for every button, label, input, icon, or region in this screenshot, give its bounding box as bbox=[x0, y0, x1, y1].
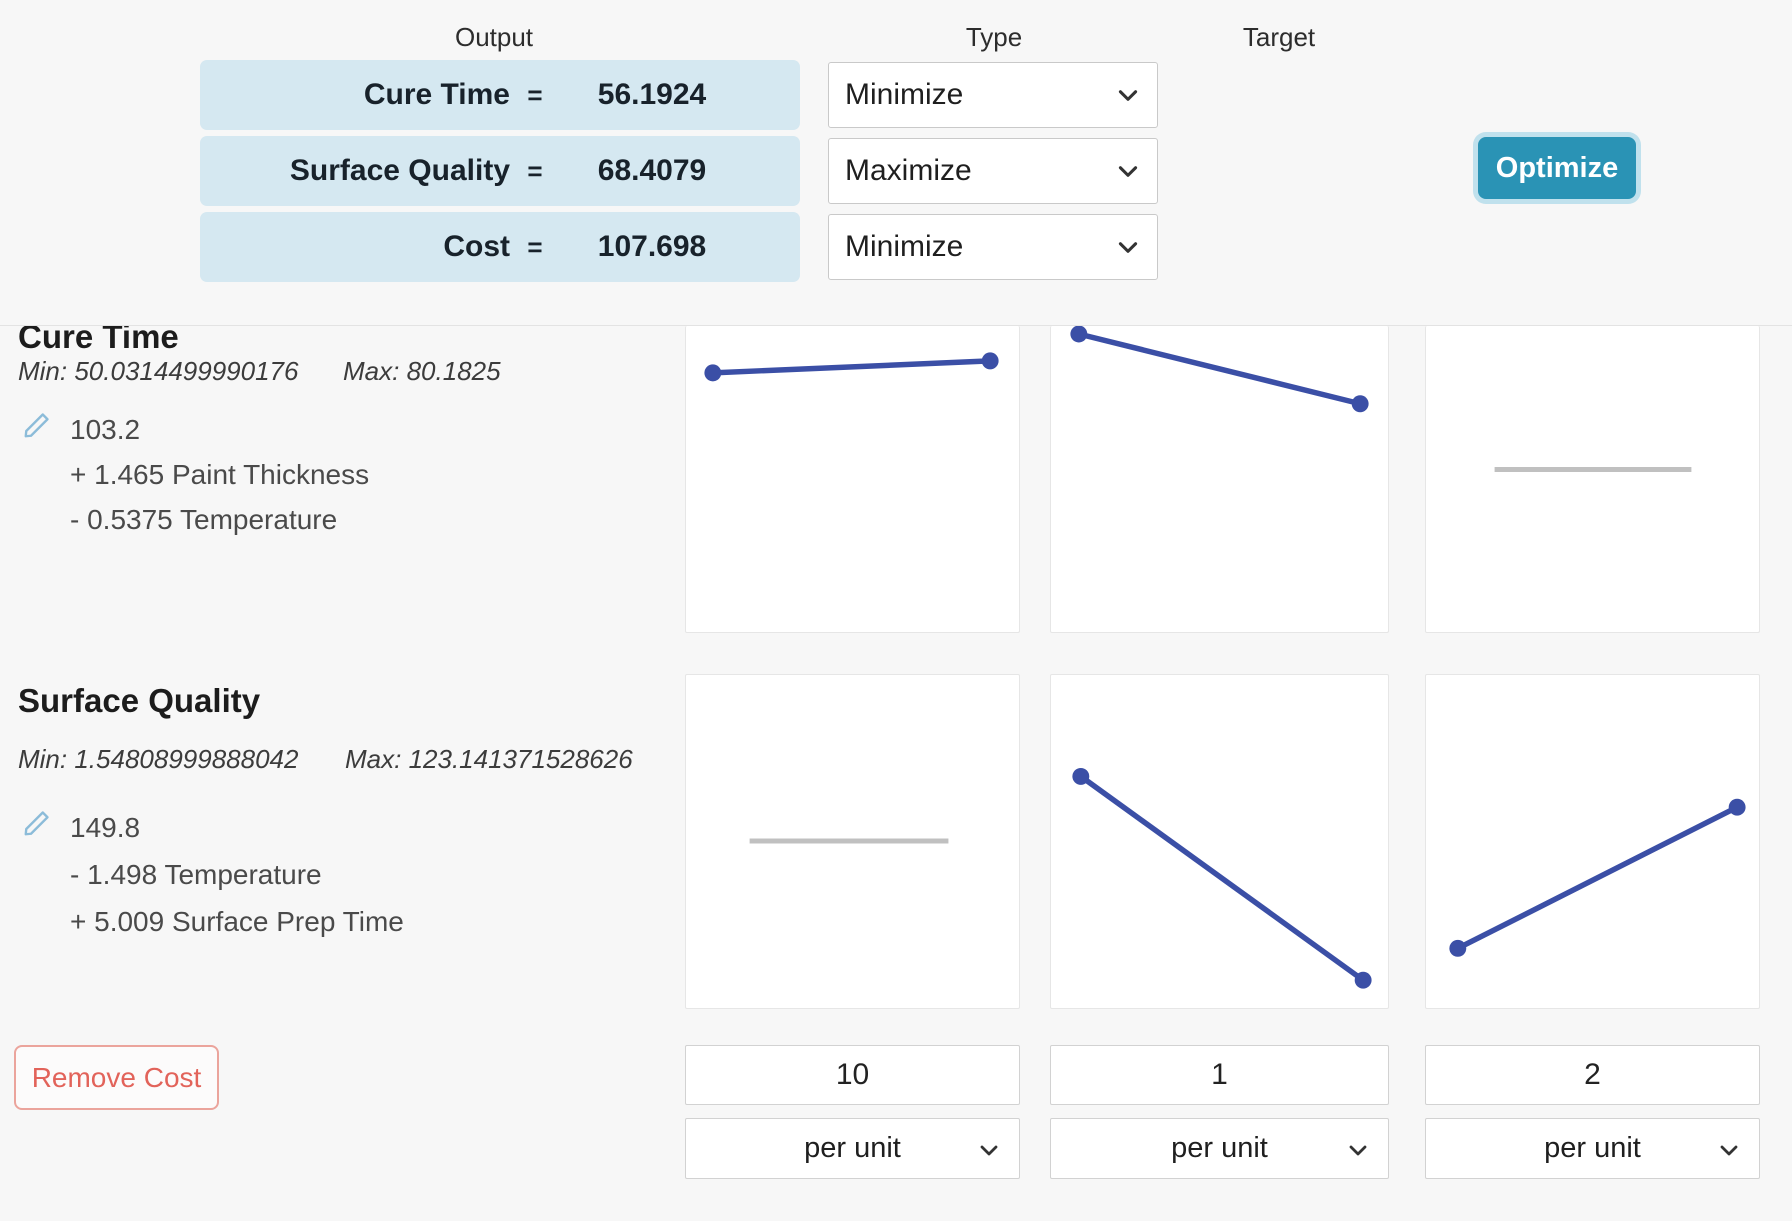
type-select-value: Minimize bbox=[845, 230, 964, 263]
type-select-value: Maximize bbox=[845, 154, 972, 187]
output-row-cure-time: Cure Time = 56.1924 bbox=[200, 60, 800, 130]
output-name: Cure Time bbox=[363, 78, 510, 111]
min-label: Min: 50.0314499990176 bbox=[18, 356, 299, 386]
remove-cost-button[interactable]: Remove Cost bbox=[14, 1045, 219, 1110]
equation-line: - 1.498 Temperature bbox=[70, 859, 322, 890]
equation-line: + 5.009 Surface Prep Time bbox=[70, 906, 404, 937]
cost-unit-select-temperature[interactable]: per unit bbox=[1050, 1118, 1389, 1179]
responses-scroll-area: Cure Time Min: 50.0314499990176 Max: 80.… bbox=[0, 325, 1792, 1221]
max-label: Max: 123.141371528626 bbox=[345, 744, 633, 774]
output-value: 56.1924 bbox=[597, 78, 707, 111]
type-select-surface-quality[interactable]: Maximize bbox=[828, 138, 1158, 204]
unit-select-value: per unit bbox=[804, 1132, 901, 1164]
unit-select-value: per unit bbox=[1544, 1132, 1641, 1164]
cost-unit-select-surface-prep-time[interactable]: per unit bbox=[1425, 1118, 1760, 1179]
section-title-surface-quality: Surface Quality bbox=[18, 682, 261, 719]
section-title-cure-time: Cure Time bbox=[18, 325, 179, 355]
output-name: Surface Quality bbox=[289, 154, 510, 187]
equation-line: + 1.465 Paint Thickness bbox=[70, 459, 370, 490]
effect-plot-cure-time-paint-thickness bbox=[685, 326, 1020, 633]
equation-surface-quality: 149.8 - 1.498 Temperature + 5.009 Surfac… bbox=[70, 812, 404, 953]
effect-plot-cure-time-surface-prep-time bbox=[1425, 326, 1760, 633]
pencil-edit-icon[interactable] bbox=[22, 808, 52, 838]
effect-plot-surface-quality-paint-thickness bbox=[685, 674, 1020, 1009]
target-column-header: Target bbox=[1242, 22, 1316, 52]
equation-line: - 0.5375 Temperature bbox=[70, 504, 338, 535]
type-select-cost[interactable]: Minimize bbox=[828, 214, 1158, 280]
cost-value-input-paint-thickness[interactable] bbox=[685, 1045, 1020, 1105]
optimize-button[interactable]: Optimize bbox=[1478, 137, 1636, 199]
output-value: 107.698 bbox=[597, 230, 707, 263]
pencil-edit-icon[interactable] bbox=[22, 410, 52, 440]
chevron-down-icon bbox=[1115, 234, 1141, 260]
chevron-down-icon bbox=[1115, 82, 1141, 108]
cost-value-input-temperature[interactable] bbox=[1050, 1045, 1389, 1105]
output-row-cost: Cost = 107.698 bbox=[200, 212, 800, 282]
equals-sign: = bbox=[527, 155, 543, 186]
output-row-surface-quality: Surface Quality = 68.4079 bbox=[200, 136, 800, 206]
min-label: Min: 1.54808999888042 bbox=[18, 744, 299, 774]
chevron-down-icon bbox=[1115, 158, 1141, 184]
type-column-header: Type bbox=[965, 22, 1023, 52]
chevron-down-icon bbox=[1346, 1137, 1370, 1161]
effect-plot-surface-quality-surface-prep-time bbox=[1425, 674, 1760, 1009]
cost-unit-select-paint-thickness[interactable]: per unit bbox=[685, 1118, 1020, 1179]
effect-plot-cure-time-temperature bbox=[1050, 326, 1389, 633]
chevron-down-icon bbox=[1717, 1137, 1741, 1161]
equals-sign: = bbox=[527, 79, 543, 110]
output-column-header: Output bbox=[454, 22, 534, 52]
max-label: Max: 80.1825 bbox=[343, 356, 501, 386]
equation-line: 149.8 bbox=[70, 812, 141, 843]
type-select-value: Minimize bbox=[845, 78, 964, 111]
output-value: 68.4079 bbox=[597, 154, 707, 187]
cost-value-input-surface-prep-time[interactable] bbox=[1425, 1045, 1760, 1105]
equals-sign: = bbox=[527, 231, 543, 262]
chevron-down-icon bbox=[977, 1137, 1001, 1161]
type-select-cure-time[interactable]: Minimize bbox=[828, 62, 1158, 128]
equation-cure-time: 103.2 + 1.465 Paint Thickness - 0.5375 T… bbox=[70, 414, 369, 549]
unit-select-value: per unit bbox=[1171, 1132, 1268, 1164]
output-name: Cost bbox=[443, 230, 510, 263]
equation-line: 103.2 bbox=[70, 414, 141, 445]
effect-plot-surface-quality-temperature bbox=[1050, 674, 1389, 1009]
